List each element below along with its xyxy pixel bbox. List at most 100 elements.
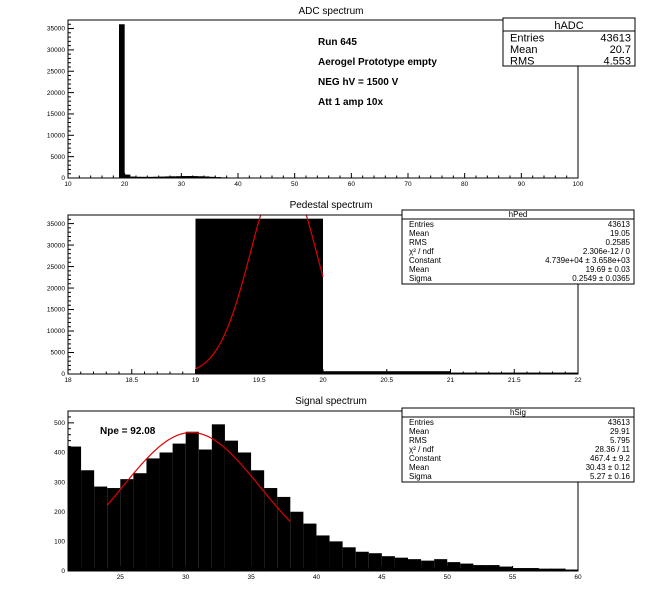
stats-value: 0.2549 ± 0.0365	[572, 274, 630, 283]
histogram-bar	[192, 176, 199, 178]
x-tick-label: 21	[447, 377, 455, 384]
panel-title: Signal spectrum	[295, 396, 367, 407]
histogram-bar	[164, 176, 170, 178]
histogram-bar	[107, 488, 121, 571]
stats-label: Sigma	[409, 274, 432, 283]
y-tick-label: 30000	[47, 242, 65, 249]
histogram-bar	[198, 449, 212, 571]
histogram-bar	[147, 176, 153, 178]
x-tick-label: 40	[234, 181, 242, 188]
y-tick-label: 20000	[47, 285, 65, 292]
histogram-bar	[146, 458, 160, 571]
stats-label: Mean	[510, 44, 538, 56]
y-tick-label: 25000	[47, 264, 65, 271]
stats-value: 43613	[600, 33, 631, 45]
y-tick-label: 500	[54, 420, 65, 427]
x-tick-label: 21.5	[508, 377, 521, 384]
x-tick-label: 18.5	[125, 377, 138, 384]
bar-series	[195, 218, 578, 374]
histogram-bar	[209, 176, 216, 178]
x-tick-label: 40	[313, 574, 321, 581]
histogram-bar	[119, 24, 125, 179]
stats-label: χ² / ndf	[409, 445, 434, 454]
histogram-bar	[185, 431, 199, 571]
histogram-bar	[381, 556, 395, 571]
x-tick-label: 50	[291, 181, 299, 188]
stats-value: 43613	[608, 220, 631, 229]
stats-label: Sigma	[409, 472, 432, 481]
histogram-bar	[133, 473, 147, 571]
histogram-bar	[238, 452, 252, 571]
y-axis: 0 5000 10000 15000 20000 25000 30000 35000	[47, 19, 74, 182]
stats-value: 29.91	[610, 427, 631, 436]
x-tick-label: 60	[348, 181, 356, 188]
y-axis: 0 5000 10000 15000 20000 25000 30000 35000	[47, 214, 74, 378]
histogram-bar	[303, 523, 317, 571]
stats-box: hSig Entries 43613 Mean 29.91 RMS 5.795 χ² / nd…	[401, 407, 635, 483]
panel-title: Pedestal spectrum	[290, 200, 373, 211]
stats-value: 19.69 ± 0.03	[586, 265, 631, 274]
x-axis: 10 20 30 40 50 60 70 80 90 100	[64, 173, 584, 188]
annotation-text: NEG hV = 1500 V	[318, 77, 399, 88]
y-axis: 0 100 200 300 400 500	[54, 410, 74, 575]
stats-box-name: hSig	[510, 408, 526, 417]
plot-frame	[67, 410, 579, 572]
stats-label: χ² / ndf	[409, 247, 434, 256]
y-tick-label: 10000	[47, 328, 65, 335]
y-tick-label: 25000	[47, 68, 65, 75]
histogram-bar	[434, 559, 448, 571]
x-tick-label: 80	[461, 181, 469, 188]
histogram-bar	[525, 568, 539, 571]
y-tick-label: 300	[54, 479, 65, 486]
x-tick-label: 60	[574, 574, 582, 581]
stats-label: Mean	[409, 463, 429, 472]
histogram-bar	[94, 486, 108, 571]
histogram-bar	[355, 551, 369, 571]
stats-value: 2.306e-12 / 0	[583, 247, 631, 256]
x-tick-label: 70	[404, 181, 412, 188]
x-tick-label: 18	[64, 377, 72, 384]
x-tick-label: 100	[573, 181, 584, 188]
histogram-bar	[473, 565, 487, 571]
histogram-bar	[159, 452, 173, 571]
histogram-bar	[316, 535, 330, 571]
stats-value: 467.4 ± 9.2	[590, 454, 631, 463]
histogram-bar	[181, 176, 187, 178]
stats-box-name: hADC	[554, 20, 583, 32]
histogram-bar	[408, 559, 422, 571]
stats-box-frame	[401, 209, 635, 285]
histogram-bar	[198, 176, 204, 178]
x-tick-label: 30	[178, 181, 186, 188]
x-tick-label: 35	[247, 574, 255, 581]
y-tick-label: 5000	[51, 350, 66, 357]
stats-label: Entries	[510, 33, 545, 45]
stats-value: 4.739e+04 ± 3.658e+03	[545, 256, 630, 265]
y-tick-label: 0	[61, 371, 65, 378]
histogram-bar	[81, 470, 95, 571]
histogram-bar	[120, 479, 134, 571]
x-tick-label: 19.5	[253, 377, 266, 384]
histogram-bar	[172, 443, 186, 571]
y-tick-label: 10000	[47, 132, 65, 139]
x-tick-label: 30	[182, 574, 190, 581]
fit-curve	[195, 215, 324, 370]
stats-value: 30.43 ± 0.12	[586, 463, 631, 472]
histogram-bar	[136, 176, 142, 178]
x-tick-label: 20	[121, 181, 129, 188]
stats-label: Constant	[409, 454, 442, 463]
panel-title: ADC spectrum	[298, 6, 363, 17]
stats-value: 4.553	[603, 56, 631, 68]
histogram-bar	[158, 176, 165, 178]
histogram-bar	[124, 174, 131, 178]
x-tick-label: 10	[64, 181, 72, 188]
stats-box: hPed Entries 43613 Mean 19.05 RMS 0.2585 χ² / n…	[401, 209, 635, 285]
histogram-bar	[277, 496, 291, 571]
histogram-bar	[512, 568, 526, 571]
y-tick-label: 400	[54, 450, 65, 457]
x-tick-label: 22	[574, 377, 582, 384]
histogram-bar	[368, 553, 382, 571]
annotation-text: Aerogel Prototype empty	[318, 57, 437, 68]
plot-frame	[67, 19, 579, 179]
histogram-panel-3: Signal spectrum 25 30 35 40 45 50 55 60 0 100 200 30…	[54, 396, 635, 581]
y-tick-label: 35000	[47, 26, 65, 33]
